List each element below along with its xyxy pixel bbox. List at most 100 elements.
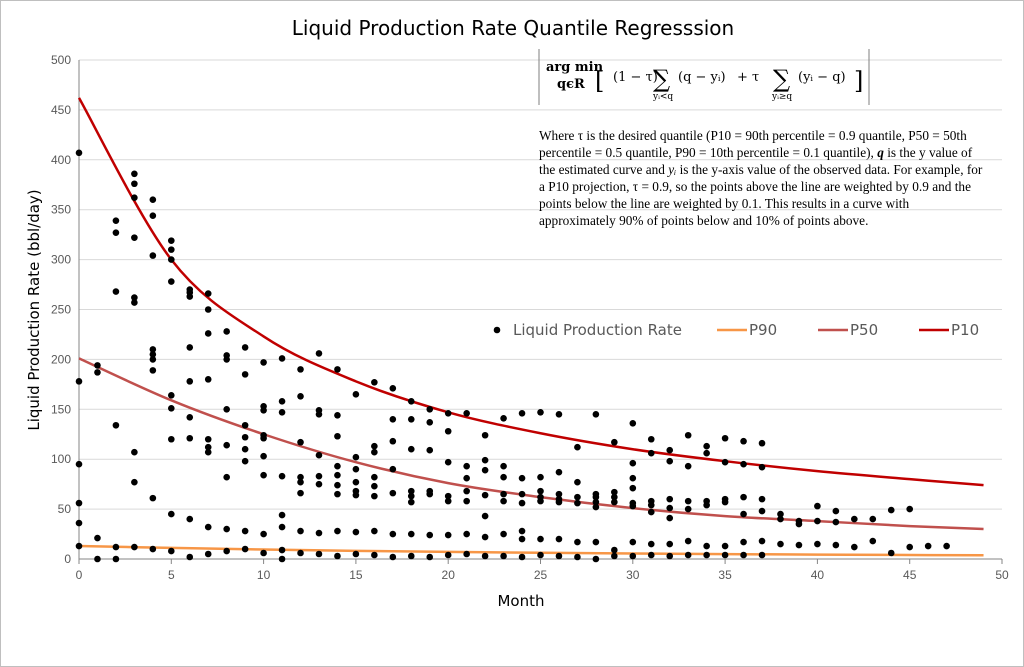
equation-sum1: ∑ (653, 65, 670, 93)
data-point (371, 442, 378, 450)
data-point (241, 344, 249, 351)
data-point (112, 217, 120, 224)
data-point (592, 493, 600, 501)
data-point (463, 474, 470, 482)
data-point (131, 299, 138, 306)
data-point (186, 515, 194, 523)
data-point (278, 408, 286, 416)
data-point (444, 531, 452, 539)
x-tick-label: 45 (903, 568, 917, 582)
data-point (647, 551, 655, 559)
data-point (149, 212, 157, 219)
data-point (500, 462, 507, 470)
data-point (463, 487, 470, 495)
x-tick-label: 40 (811, 568, 825, 582)
data-point (684, 537, 692, 545)
data-point (241, 371, 249, 378)
data-point (814, 540, 821, 548)
data-point (758, 439, 766, 447)
x-tick-label: 25 (534, 568, 548, 582)
data-point (444, 427, 452, 435)
equation-plus-tau: + τ (737, 70, 759, 85)
data-point (241, 433, 249, 441)
data-point (297, 366, 304, 373)
equation-term1: (1 − τ) (613, 70, 658, 85)
data-point (204, 523, 212, 531)
data-point (352, 491, 360, 499)
data-point (94, 369, 101, 376)
x-tick-label: 30 (626, 568, 640, 582)
data-point (906, 543, 913, 551)
data-point (186, 553, 194, 561)
data-point (795, 541, 803, 549)
data-point (315, 550, 323, 558)
data-point (168, 547, 175, 555)
data-point (537, 497, 544, 505)
data-point (186, 413, 194, 421)
note-yi-symbol: yᵢ (668, 162, 677, 177)
data-point (223, 356, 230, 363)
data-point (592, 498, 600, 506)
data-point (666, 504, 674, 512)
data-point (555, 410, 563, 418)
data-point (555, 490, 563, 498)
data-point (777, 510, 784, 518)
equation-domain: qϵR (557, 77, 585, 92)
data-point (334, 490, 341, 498)
data-point (407, 492, 415, 500)
data-point (389, 553, 397, 561)
y-tick-label: 450 (51, 103, 71, 117)
data-point (131, 294, 138, 301)
data-point (260, 452, 267, 460)
data-point (666, 552, 674, 560)
data-point (168, 256, 175, 263)
data-point (481, 431, 489, 439)
data-point (297, 478, 304, 486)
x-tick-label: 0 (76, 568, 83, 582)
data-point (721, 551, 729, 559)
data-point (758, 463, 766, 471)
data-point (168, 392, 175, 399)
data-point (481, 533, 489, 541)
data-point (186, 344, 194, 351)
data-point (112, 288, 120, 295)
data-point (260, 359, 267, 366)
data-point (297, 549, 304, 557)
data-point (851, 515, 858, 523)
data-point (112, 421, 120, 429)
data-point (444, 551, 452, 559)
data-point (371, 551, 378, 559)
data-point (555, 552, 563, 560)
data-point (241, 457, 249, 465)
data-point (204, 448, 212, 456)
data-point (352, 465, 360, 473)
data-point (463, 462, 470, 470)
y-axis-title: Liquid Production Rate (bbl/day) (25, 189, 43, 430)
y-tick-label: 200 (51, 352, 71, 366)
data-point (204, 306, 212, 313)
data-point (315, 350, 323, 357)
data-point (481, 456, 489, 464)
data-point (721, 498, 729, 506)
data-point (94, 534, 101, 542)
data-point (94, 362, 101, 369)
data-point (131, 194, 138, 202)
data-point (352, 478, 360, 486)
data-point (204, 435, 212, 443)
equation-sum2: ∑ (773, 65, 790, 93)
data-point (223, 525, 230, 533)
data-point (703, 551, 710, 559)
data-point (334, 481, 341, 489)
data-point (463, 409, 470, 417)
data-point (574, 443, 581, 451)
data-point (315, 480, 323, 488)
data-point (168, 405, 175, 412)
y-tick-label: 400 (51, 153, 71, 167)
data-point (537, 487, 544, 495)
y-tick-label: 50 (58, 502, 72, 516)
data-point (703, 501, 710, 509)
data-point (371, 492, 378, 500)
data-point (721, 434, 729, 442)
